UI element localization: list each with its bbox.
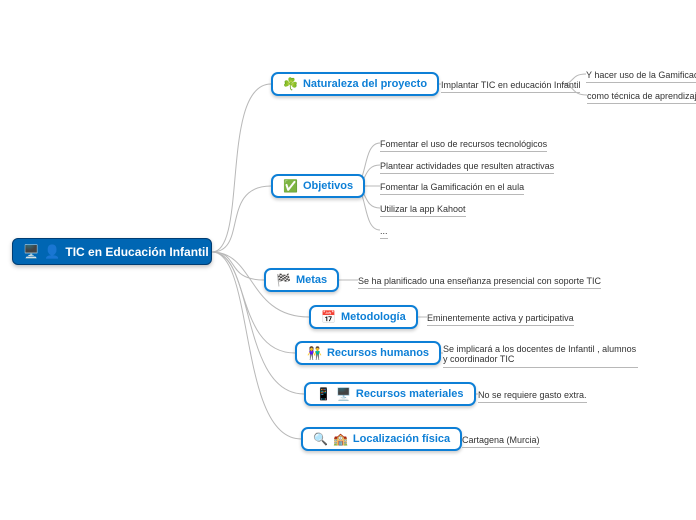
leaf-loc-1[interactable]: Cartagena (Murcia) xyxy=(462,435,540,448)
check-icon: ✅ xyxy=(283,179,298,193)
leaf-metas-1[interactable]: Se ha planificado una enseñanza presenci… xyxy=(358,276,601,289)
branch-label: Metodología xyxy=(341,311,406,323)
branch-label: Naturaleza del proyecto xyxy=(303,78,427,90)
mindmap-canvas: 🖥️ 👤 TIC en Educación Infantil ☘️ Natura… xyxy=(0,0,696,520)
leaf-naturaleza-g2[interactable]: como técnica de aprendizaje xyxy=(587,91,696,104)
person-icon: 👤 xyxy=(44,244,60,260)
flag-icon: 🏁 xyxy=(276,273,291,287)
leaf-objetivos-4[interactable]: Utilizar la app Kahoot xyxy=(380,204,466,217)
leaf-naturaleza-1[interactable]: Implantar TIC en educación Infantil xyxy=(441,80,580,93)
root-node[interactable]: 🖥️ 👤 TIC en Educación Infantil xyxy=(12,238,212,265)
branch-label: Recursos humanos xyxy=(327,347,429,359)
branch-localizacion[interactable]: 🔍 🏫 Localización física xyxy=(301,427,462,451)
branch-naturaleza[interactable]: ☘️ Naturaleza del proyecto xyxy=(271,72,439,96)
leaf-rm-1[interactable]: No se requiere gasto extra. xyxy=(478,390,587,403)
branch-recursos-materiales[interactable]: 📱 🖥️ Recursos materiales xyxy=(304,382,476,406)
leaf-objetivos-1[interactable]: Fomentar el uso de recursos tecnológicos xyxy=(380,139,547,152)
leaf-objetivos-2[interactable]: Plantear actividades que resulten atract… xyxy=(380,161,554,174)
leaf-metodologia-1[interactable]: Eminentemente activa y participativa xyxy=(427,313,574,326)
branch-label: Objetivos xyxy=(303,180,353,192)
branch-label: Recursos materiales xyxy=(356,388,464,400)
phone-icon: 📱 xyxy=(316,387,331,401)
computer-icon: 🖥️ xyxy=(23,244,39,260)
leaf-rh-1[interactable]: Se implicará a los docentes de Infantil … xyxy=(443,344,638,368)
branch-label: Localización física xyxy=(353,433,450,445)
clover-icon: ☘️ xyxy=(283,77,298,91)
calendar-icon: 📅 xyxy=(321,310,336,324)
leaf-objetivos-5[interactable]: ... xyxy=(380,226,388,239)
computer-icon: 🖥️ xyxy=(336,387,351,401)
people-icon: 👫 xyxy=(307,346,322,360)
branch-objetivos[interactable]: ✅ Objetivos xyxy=(271,174,365,198)
branch-metodologia[interactable]: 📅 Metodología xyxy=(309,305,418,329)
leaf-naturaleza-g1[interactable]: Y hacer uso de la Gamificación xyxy=(586,70,696,83)
leaf-objetivos-3[interactable]: Fomentar la Gamificación en el aula xyxy=(380,182,524,195)
school-icon: 🏫 xyxy=(333,432,348,446)
search-icon: 🔍 xyxy=(313,432,328,446)
branch-metas[interactable]: 🏁 Metas xyxy=(264,268,339,292)
branch-recursos-humanos[interactable]: 👫 Recursos humanos xyxy=(295,341,441,365)
root-label: TIC en Educación Infantil xyxy=(65,245,208,259)
branch-label: Metas xyxy=(296,274,327,286)
